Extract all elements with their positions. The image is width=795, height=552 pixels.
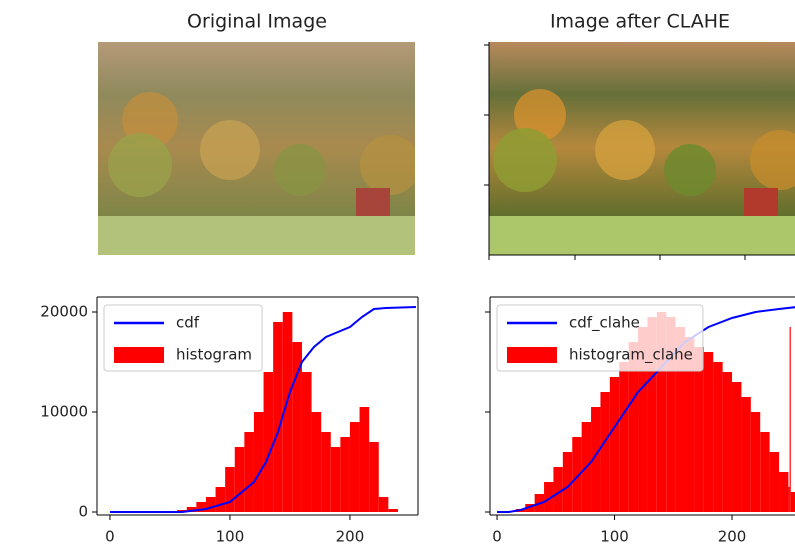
histogram-bar [723,372,732,512]
histogram-bar [732,382,741,512]
histogram-bar [273,322,283,512]
image-clahe [489,42,795,255]
legend-label: histogram [176,346,252,364]
histogram-bar [791,492,795,512]
histogram-bar [563,452,572,512]
x-tick-label: 0 [105,528,115,546]
x-tick-label: 0 [492,528,502,546]
x-tick-label: 200 [718,528,747,546]
x-tick-label: 200 [336,528,365,546]
histogram-bar [619,362,628,512]
y-tick-label: 0 [78,503,88,521]
histogram-bar [350,422,360,512]
histogram-bar [388,509,398,512]
histogram-bar [751,412,760,512]
image-title: Original Image [187,11,327,33]
legend-label: histogram_clahe [569,346,693,365]
histogram-bar [790,327,791,512]
legend: cdf_clahe histogram_clahe [497,305,703,371]
legend: cdf histogram [104,305,262,371]
histogram-bar [760,432,769,512]
histogram-bar [779,472,788,512]
histogram-bar [321,432,331,512]
histogram-bar [379,497,389,512]
histogram-bar [600,392,609,512]
histogram-bar [340,437,350,512]
histogram-chart: 0 100 200 cdf_clahe histogram_clahe [485,297,795,546]
legend-patch [114,347,164,363]
legend-label: cdf [176,314,200,332]
y-tick-label: 10000 [40,403,88,421]
histogram-bar [360,407,370,512]
histogram-bar [216,487,226,512]
figure: Original ImageImage after CLAHE010000200… [0,0,795,552]
histogram-bar [553,467,562,512]
histogram-bar [225,467,235,512]
histogram-bar [704,352,713,512]
histogram-bar [788,487,789,512]
histogram-bar [264,372,274,512]
image-original [98,42,420,255]
histogram-bar [244,432,254,512]
histogram-bar [369,442,379,512]
histogram-bar [235,447,245,512]
legend-patch [507,347,557,363]
histogram-bar [770,452,779,512]
histogram-bar [610,377,619,512]
histogram-bar [302,372,312,512]
legend-label: cdf_clahe [569,314,640,333]
histogram-bar [254,412,264,512]
histogram-bar [312,412,322,512]
histogram-bar [741,397,750,512]
image-title: Image after CLAHE [550,11,730,33]
x-tick-label: 100 [600,528,629,546]
histogram-bar [206,497,216,512]
histogram-bar [713,362,722,512]
histogram-bar [694,347,703,512]
histogram-chart: 0 10000 20000 0 100 200 cdf histogram [40,297,418,546]
y-tick-label: 20000 [40,303,88,321]
x-tick-label: 100 [216,528,245,546]
histogram-bar [331,447,341,512]
